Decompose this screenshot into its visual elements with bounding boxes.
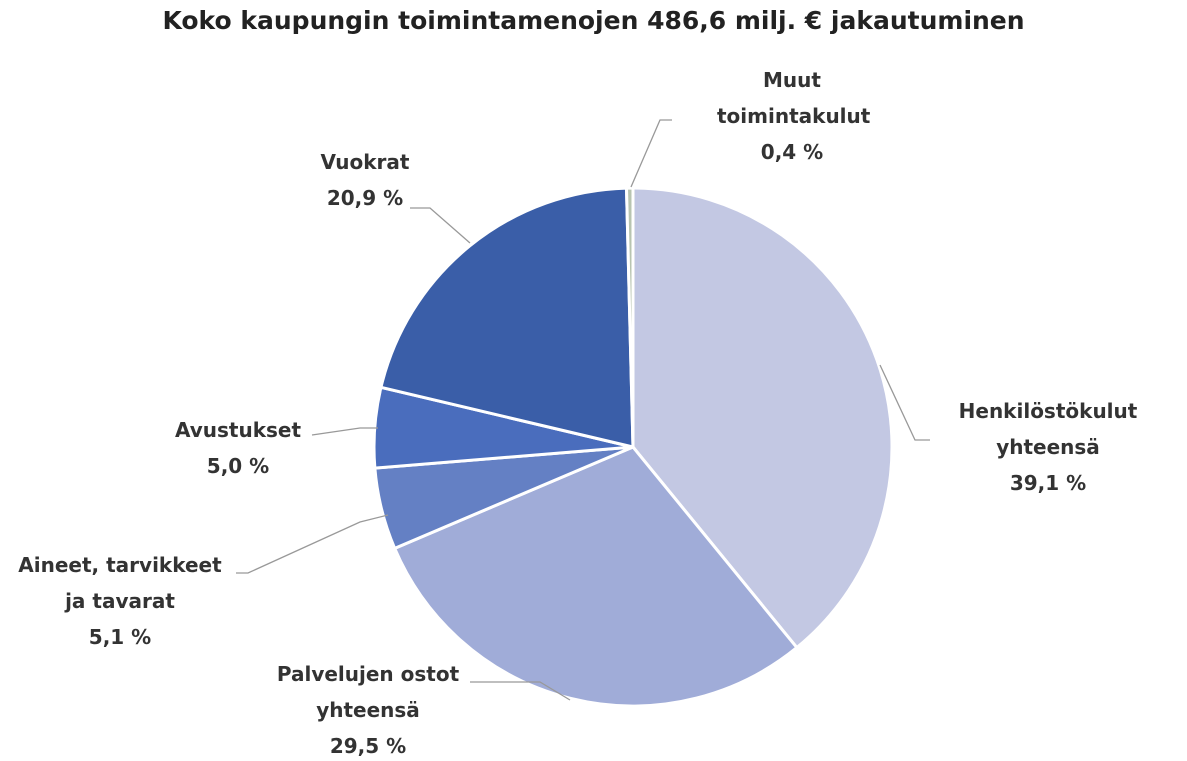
category-label: Vuokrat [320, 150, 410, 174]
category-label: Muut toimintakulut [717, 68, 871, 128]
slice-label: Vuokrat 20,9 % [305, 144, 425, 216]
leader-line [410, 207, 471, 244]
chart-title: Koko kaupungin toimintamenojen 486,6 mil… [162, 6, 1025, 35]
value-label: 20,9 % [326, 186, 404, 210]
slice-label: Avustukset 5,0 % [158, 412, 318, 484]
slice-label: Aineet, tarvikkeet ja tavarat 5,1 % [5, 547, 235, 655]
category-label: Henkilöstökulut yhteensä [958, 399, 1138, 459]
value-label: 5,0 % [206, 454, 270, 478]
slice-label: Palvelujen ostot yhteensä 29,5 % [268, 656, 468, 761]
leader-line [630, 119, 672, 188]
pie-slice [379, 186, 635, 449]
leader-line [311, 427, 378, 436]
pie-slice [631, 186, 894, 650]
value-label: 5,1 % [88, 625, 152, 649]
leader-line [879, 364, 930, 441]
category-label: Palvelujen ostot yhteensä [276, 662, 460, 722]
slice-label: Henkilöstökulut yhteensä 39,1 % [958, 393, 1138, 501]
leader-line [236, 514, 389, 574]
pie-slice [392, 445, 799, 708]
category-label: Aineet, tarvikkeet ja tavarat [18, 553, 222, 613]
leader-line [470, 681, 571, 701]
slice-label: Muut toimintakulut 0,4 % [717, 62, 871, 170]
value-label: 0,4 % [760, 140, 824, 164]
value-label: 39,1 % [1009, 471, 1087, 495]
category-label: Avustukset [174, 418, 302, 442]
value-label: 29,5 % [329, 734, 407, 758]
pie-slice [624, 186, 635, 448]
